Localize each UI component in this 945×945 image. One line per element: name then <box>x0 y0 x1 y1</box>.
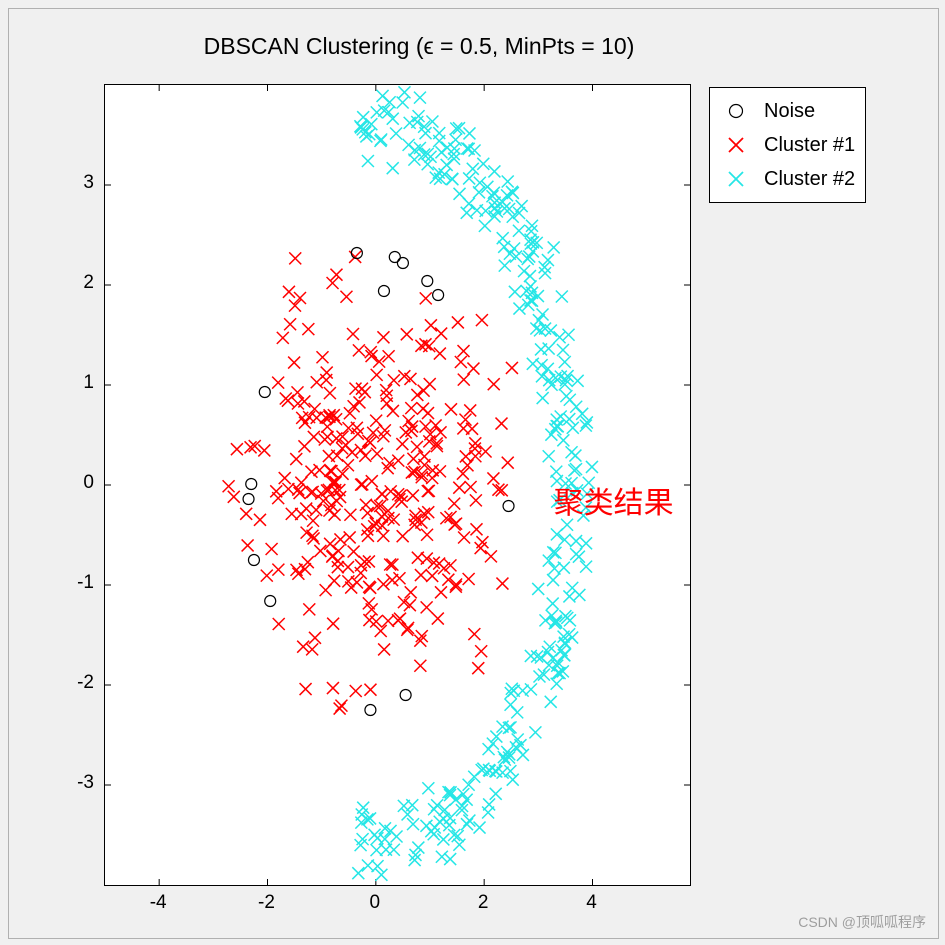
y-tick-label: 0 <box>83 472 94 494</box>
legend-swatch-icon <box>718 164 754 194</box>
legend-item: Noise <box>718 94 855 128</box>
legend-item: Cluster #1 <box>718 128 855 162</box>
figure-area: DBSCAN Clustering (ϵ = 0.5, MinPts = 10)… <box>8 8 939 939</box>
legend-swatch-icon <box>718 96 754 126</box>
y-tick-label: -3 <box>77 772 94 794</box>
y-tick-label: -1 <box>77 572 94 594</box>
legend-item: Cluster #2 <box>718 162 855 196</box>
x-tick-label: 4 <box>577 892 607 914</box>
x-tick-label: -4 <box>143 892 173 914</box>
watermark: CSDN @顶呱呱程序 <box>798 912 926 932</box>
y-tick-label: 1 <box>83 372 94 394</box>
y-tick-label: 3 <box>83 172 94 194</box>
legend-label: Cluster #2 <box>764 168 855 191</box>
x-tick-label: 2 <box>468 892 498 914</box>
chart-title: DBSCAN Clustering (ϵ = 0.5, MinPts = 10) <box>159 33 679 60</box>
legend: Noise Cluster #1 Cluster #2 <box>709 87 866 203</box>
legend-swatch-icon <box>718 130 754 160</box>
y-tick-label: 2 <box>83 272 94 294</box>
annotation-text: 聚类结果 <box>554 478 674 522</box>
legend-label: Noise <box>764 100 815 123</box>
y-tick-label: -2 <box>77 672 94 694</box>
x-tick-label: -2 <box>252 892 282 914</box>
x-tick-label: 0 <box>360 892 390 914</box>
legend-label: Cluster #1 <box>764 134 855 157</box>
